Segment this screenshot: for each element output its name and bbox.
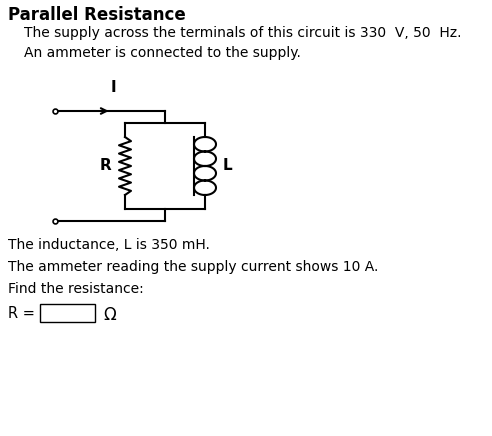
Text: Find the resistance:: Find the resistance: xyxy=(8,282,144,296)
Text: The supply across the terminals of this circuit is 330  V, 50  Hz.: The supply across the terminals of this … xyxy=(24,26,461,40)
Text: Parallel Resistance: Parallel Resistance xyxy=(8,6,186,24)
Text: An ammeter is connected to the supply.: An ammeter is connected to the supply. xyxy=(24,46,301,60)
Text: The inductance, L is 350 mH.: The inductance, L is 350 mH. xyxy=(8,238,210,252)
Text: R =: R = xyxy=(8,306,35,321)
Text: Ω: Ω xyxy=(103,306,116,324)
Bar xyxy=(40,304,95,322)
Text: I: I xyxy=(110,80,116,95)
Text: R: R xyxy=(99,159,111,174)
Text: L: L xyxy=(223,159,233,174)
Text: The ammeter reading the supply current shows 10 A.: The ammeter reading the supply current s… xyxy=(8,260,378,274)
